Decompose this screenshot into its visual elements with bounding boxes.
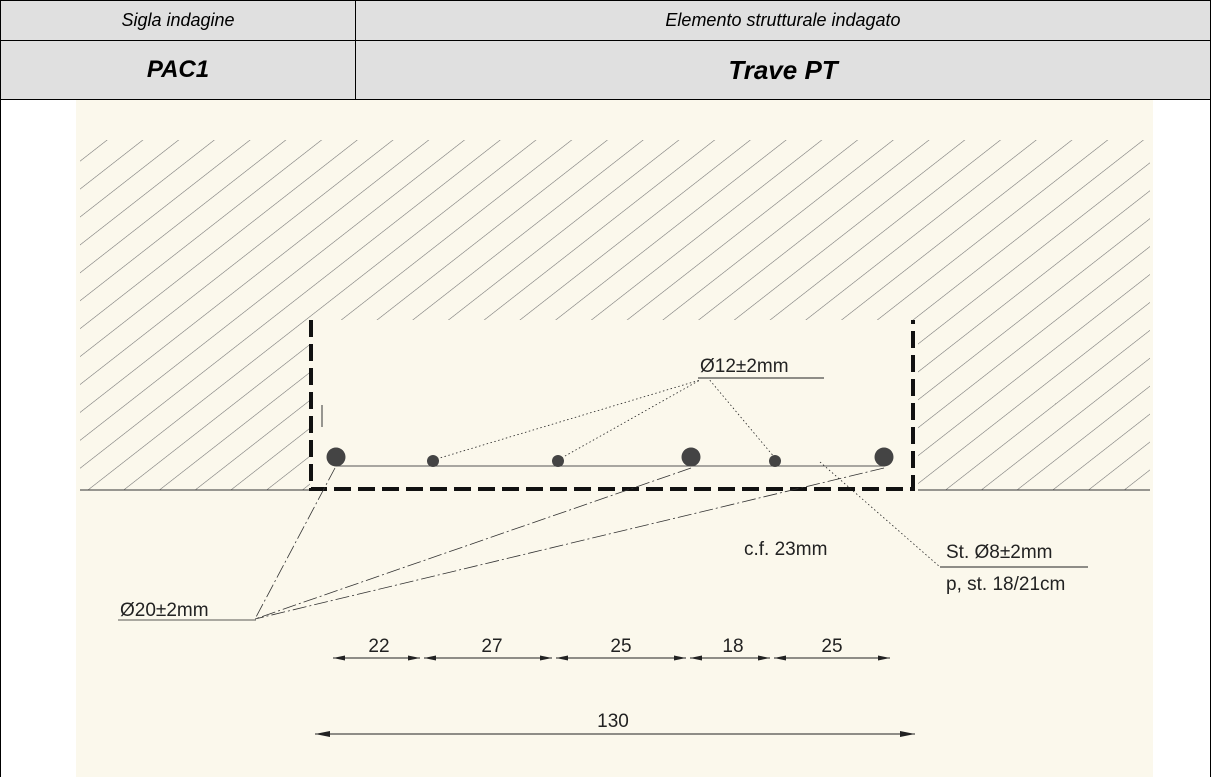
- dim-27: 27: [424, 636, 552, 661]
- cover-label: c.f. 23mm: [744, 539, 827, 560]
- dim-25a: 25: [556, 636, 686, 661]
- survey-id-label: Sigla indagine: [0, 0, 356, 41]
- spacing-25-second: 25: [821, 636, 842, 657]
- rebar-center: [681, 447, 701, 467]
- corner-bars-label: Ø20±2mm: [120, 600, 209, 621]
- survey-id-value: PAC1: [0, 40, 356, 100]
- dim-22: 22: [333, 636, 420, 661]
- total-width-label: 130: [597, 711, 629, 732]
- dim-total: 130: [315, 711, 915, 737]
- spacing-25-first: 25: [610, 636, 631, 657]
- top-bars-label: Ø12±2mm: [700, 356, 789, 377]
- dim-25b: 25: [774, 636, 890, 661]
- stirrup-label-diameter: St. Ø8±2mm: [946, 542, 1053, 563]
- spacing-18: 18: [722, 636, 743, 657]
- stirrup-outline: [309, 320, 915, 491]
- dimensions-main: 22 27 25 18 25: [315, 636, 915, 737]
- dim-18: 18: [690, 636, 770, 661]
- rebars: [326, 447, 894, 467]
- rebar-corner-left: [326, 447, 346, 467]
- spacing-22: 22: [368, 636, 389, 657]
- rebar-corner-right: [874, 447, 894, 467]
- rebar-middle-1: [427, 455, 439, 467]
- stirrup-label-spacing: p, st. 18/21cm: [946, 574, 1065, 595]
- corner-bar-leaders: [254, 467, 885, 620]
- rebar-middle-3: [769, 455, 781, 467]
- rebar-middle-2: [552, 455, 564, 467]
- spacing-27: 27: [481, 636, 502, 657]
- leader-lines: [432, 377, 941, 568]
